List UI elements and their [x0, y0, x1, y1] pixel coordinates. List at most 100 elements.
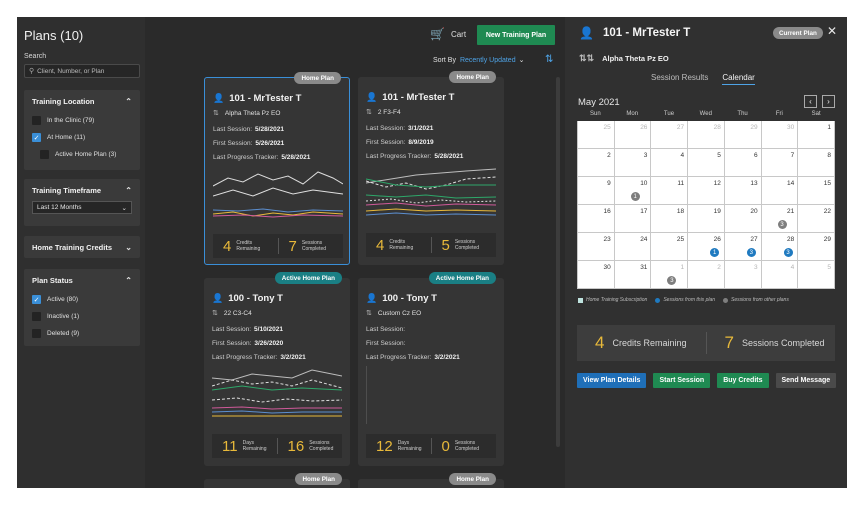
calendar-day[interactable]: 30 — [761, 121, 799, 149]
timeframe-select[interactable]: Last 12 Months ⌄ — [32, 201, 132, 214]
session-count-badge[interactable]: 3 — [777, 220, 787, 229]
plan-card[interactable]: Home Plan 👤 101 - MrTester T ⇅ Alpha Theta… — [204, 72, 350, 265]
calendar-day[interactable]: 27 — [651, 121, 689, 149]
calendar-day[interactable]: 26 1 — [688, 233, 725, 261]
plan-card[interactable]: Active Home Plan 👤 100 - Tony T ⇅ Custom C… — [358, 272, 504, 466]
buy-credits-button[interactable]: Buy Credits — [717, 373, 769, 388]
search-box[interactable]: ⚲ — [24, 64, 140, 78]
send-message-button[interactable]: Send Message — [775, 373, 837, 388]
calendar-day[interactable]: 2 — [578, 149, 615, 177]
prev-month-button[interactable]: ‹ — [804, 95, 817, 108]
calendar-day[interactable]: 17 — [614, 205, 652, 233]
checkbox[interactable] — [32, 329, 41, 338]
calendar-day[interactable]: 28 — [688, 121, 725, 149]
calendar-day[interactable]: 7 — [761, 149, 799, 177]
chevron-down-icon[interactable]: ⌄ — [518, 57, 525, 64]
plan-card-partial[interactable]: Home Plan — [358, 473, 504, 488]
calendar-day[interactable]: 3 — [614, 149, 652, 177]
chevron-up-icon[interactable]: ⌃ — [125, 96, 132, 106]
calendar-day[interactable]: 5 — [798, 261, 835, 289]
next-month-button[interactable]: › — [822, 95, 835, 108]
session-count-badge[interactable]: 1 — [630, 192, 640, 201]
plan-card-partial[interactable]: Home Plan — [204, 473, 350, 488]
home-training-credits-title: Home Training Credits — [32, 242, 113, 252]
calendar-day[interactable]: 28 3 — [761, 233, 799, 261]
status-option-active[interactable]: ✓ Active (80) — [24, 291, 140, 308]
home-training-credits-panel[interactable]: Home Training Credits ⌄ — [24, 236, 140, 258]
plan-type-badge: Home Plan — [295, 473, 342, 485]
calendar-day[interactable]: 30 — [578, 261, 615, 289]
calendar-day[interactable]: 11 — [651, 177, 689, 205]
calendar-day[interactable]: 8 — [798, 149, 835, 177]
calendar-day[interactable]: 27 3 — [724, 233, 762, 261]
new-training-plan-button[interactable]: New Training Plan — [477, 25, 555, 45]
calendar-day[interactable]: 21 3 — [761, 205, 799, 233]
calendar-day[interactable]: 31 — [614, 261, 652, 289]
training-location-header[interactable]: Training Location ⌃ — [24, 90, 140, 112]
calendar-day[interactable]: 4 — [761, 261, 799, 289]
cart-link[interactable]: 🛒 Cart — [430, 27, 466, 41]
calendar-day[interactable]: 20 — [724, 205, 762, 233]
scrollbar[interactable] — [556, 77, 560, 447]
calendar-day[interactable]: 23 — [578, 233, 615, 261]
chevron-up-icon[interactable]: ⌃ — [125, 185, 132, 195]
calendar-day[interactable]: 26 — [614, 121, 652, 149]
checkbox[interactable] — [32, 116, 41, 125]
calendar-day[interactable]: 14 — [761, 177, 799, 205]
calendar-day[interactable]: 3 — [724, 261, 762, 289]
plan-status-header[interactable]: Plan Status ⌃ — [24, 269, 140, 291]
location-option-clinic[interactable]: In the Clinic (79) — [24, 112, 140, 129]
search-input[interactable] — [37, 67, 138, 75]
view-plan-details-button[interactable]: View Plan Details — [577, 373, 647, 388]
checkbox-checked[interactable]: ✓ — [32, 295, 41, 304]
calendar-day[interactable]: 24 — [614, 233, 652, 261]
calendar-day[interactable]: 29 — [798, 233, 835, 261]
calendar-day[interactable]: 15 — [798, 177, 835, 205]
first-session-row: First Session: — [366, 340, 408, 347]
chevron-down-icon[interactable]: ⌄ — [125, 242, 132, 252]
sort-control[interactable]: Sort By Recently Updated ⌄ — [433, 56, 525, 65]
home-training-credits-header[interactable]: Home Training Credits ⌄ — [24, 236, 140, 258]
calendar-day[interactable]: 22 — [798, 205, 835, 233]
checkbox[interactable] — [32, 312, 41, 321]
start-session-button[interactable]: Start Session — [653, 373, 711, 388]
calendar-day[interactable]: 18 — [651, 205, 689, 233]
checkbox[interactable] — [40, 150, 49, 159]
calendar-day[interactable]: 25 — [578, 121, 615, 149]
chevron-up-icon[interactable]: ⌃ — [125, 275, 132, 285]
first-session-label: First Session: — [366, 139, 406, 146]
calendar-day[interactable]: 25 — [651, 233, 689, 261]
training-timeframe-header[interactable]: Training Timeframe ⌃ — [24, 179, 140, 201]
calendar-day[interactable]: 19 — [688, 205, 725, 233]
status-option-inactive[interactable]: Inactive (1) — [24, 308, 140, 325]
calendar-day[interactable]: 12 — [688, 177, 725, 205]
session-count-badge[interactable]: 3 — [746, 248, 756, 257]
location-option-active-home[interactable]: Active Home Plan (3) — [24, 146, 140, 163]
plan-card[interactable]: Home Plan 👤 101 - MrTester T ⇅ 2 F3-F4 Las… — [358, 71, 504, 265]
progress-tracker-value: 5/28/2021 — [434, 153, 464, 160]
calendar-day[interactable]: 1 — [798, 121, 835, 149]
tab-session-results[interactable]: Session Results — [651, 73, 709, 82]
location-option-home[interactable]: ✓ At Home (11) — [24, 129, 140, 146]
close-icon[interactable]: ✕ — [827, 24, 838, 38]
checkbox-checked[interactable]: ✓ — [32, 133, 41, 142]
session-count-badge[interactable]: 3 — [783, 248, 793, 257]
sort-direction-icon[interactable]: ⇅ — [545, 54, 554, 65]
session-count-badge[interactable]: 1 — [710, 248, 720, 257]
calendar-day[interactable]: 10 1 — [614, 177, 652, 205]
status-option-deleted[interactable]: Deleted (9) — [24, 325, 140, 342]
calendar-day[interactable]: 2 — [688, 261, 725, 289]
calendar-day[interactable]: 29 — [724, 121, 762, 149]
sort-value[interactable]: Recently Updated — [459, 56, 516, 64]
calendar-day[interactable]: 4 — [651, 149, 689, 177]
calendar-day[interactable]: 13 — [724, 177, 762, 205]
calendar-day[interactable]: 16 — [578, 205, 615, 233]
calendar-day[interactable]: 5 — [688, 149, 725, 177]
legend-dot-other-plans — [723, 297, 729, 303]
session-count-badge[interactable]: 3 — [667, 276, 677, 285]
calendar-day[interactable]: 9 — [578, 177, 615, 205]
tab-calendar[interactable]: Calendar — [722, 73, 755, 85]
plan-card[interactable]: Active Home Plan 👤 100 - Tony T ⇅ 22 C3-C4… — [204, 272, 350, 466]
calendar-day[interactable]: 6 — [724, 149, 762, 177]
